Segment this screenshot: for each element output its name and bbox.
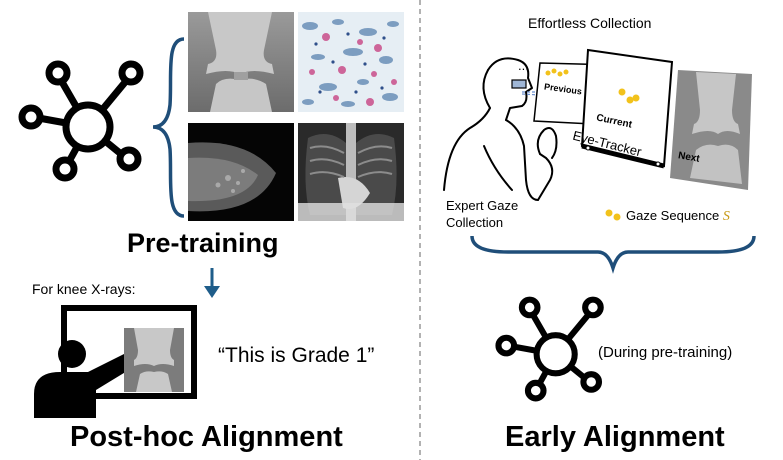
- early-alignment-heading: Early Alignment: [505, 421, 725, 453]
- right-brace: [470, 235, 756, 274]
- gaze-sequence-label: Gaze Sequence S: [626, 208, 730, 225]
- chest-xray-thumbnail: [298, 123, 404, 221]
- network-model-icon-right: [495, 296, 604, 402]
- center-divider: [419, 0, 421, 460]
- mammogram-thumbnail: [188, 123, 294, 221]
- current-screen: [580, 48, 674, 169]
- knee-xray-thumbnail: [188, 12, 294, 112]
- expert-dots: ...: [518, 58, 529, 73]
- left-brace: [152, 37, 185, 218]
- expert-gaze-line2: Collection: [446, 215, 504, 230]
- gaze-sequence-symbol: S: [722, 209, 730, 224]
- expert-gaze-line1: Expert Gaze: [446, 198, 519, 213]
- during-pretraining-note: (During pre-training): [598, 344, 733, 361]
- expert-figure: [443, 57, 558, 201]
- board-knee-xray: [124, 328, 184, 392]
- next-screen: [670, 70, 752, 190]
- pretraining-heading: Pre-training: [127, 228, 279, 258]
- pathology-slide-thumbnail: [298, 12, 404, 112]
- effortless-collection-title: Effortless Collection: [528, 15, 652, 31]
- network-model-icon: [18, 60, 144, 182]
- teacher-presentation-icon: [34, 305, 197, 418]
- down-arrow-icon: [204, 268, 220, 298]
- posthoc-alignment-heading: Post-hoc Alignment: [70, 421, 343, 453]
- gaze-sequence-dots: [605, 209, 621, 221]
- for-knee-xrays-caption: For knee X-rays:: [32, 281, 136, 297]
- grade-quote: “This is Grade 1”: [218, 344, 375, 367]
- gaze-sequence-text: Gaze Sequence: [626, 208, 720, 223]
